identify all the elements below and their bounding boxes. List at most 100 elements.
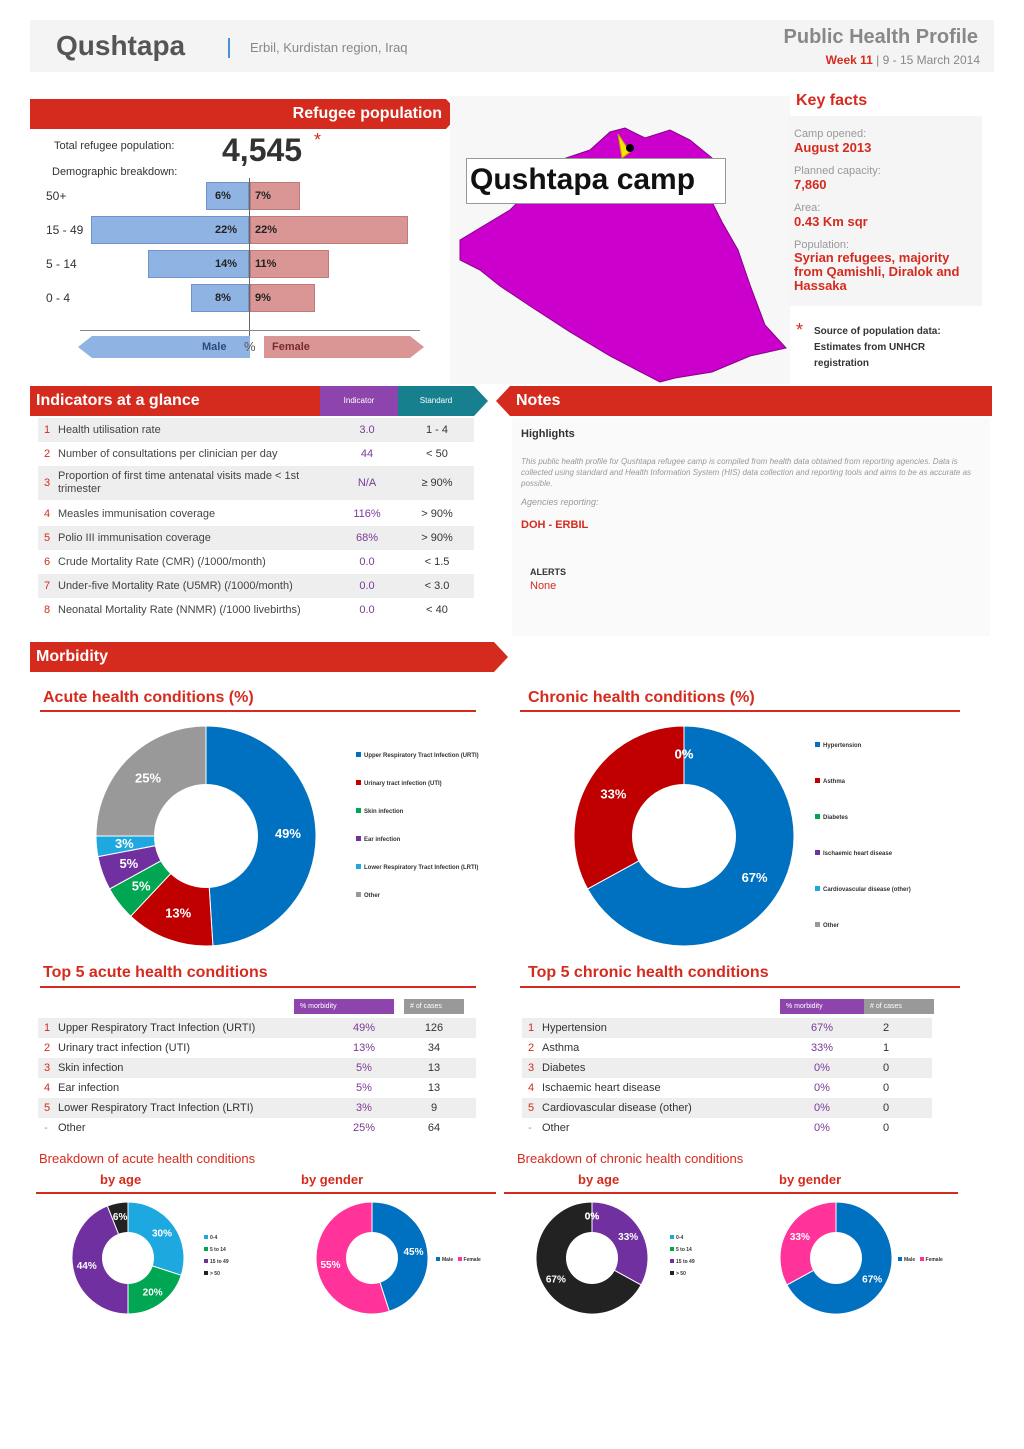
indicator-row: 2 Number of consultations per clinician … [44, 448, 448, 460]
camp-title: Qushtapa [56, 30, 186, 61]
notes-arrow-left [496, 386, 510, 416]
acute-col-cases: # of cases [404, 999, 464, 1014]
indicator-row: 7 Under-five Mortality Rate (U5MR) (/100… [38, 574, 474, 598]
pct-label: % [244, 339, 256, 354]
chronic-breakdown-line [504, 1192, 958, 1194]
legend-item: Cardiovascular disease (other) [815, 886, 945, 893]
acute-age-legend: 0-4 5 to 14 15 to 49 > 50 [204, 1232, 229, 1280]
indicator-row: 4 Measles immunisation coverage 116% > 9… [44, 508, 453, 520]
source-text: Source of population data: Estimates fro… [814, 326, 941, 369]
breakdown-acute-title: Breakdown of acute health conditions [39, 1151, 256, 1166]
notes-banner: Notes [510, 386, 992, 416]
week-line: Week 11 | 9 - 15 March 2014 [700, 53, 980, 67]
total-asterisk: * [314, 130, 322, 150]
map-label-box [466, 158, 726, 204]
notes-panel [512, 418, 990, 636]
chronic-donut-chart: 67%33%0%0% [573, 725, 795, 947]
camp-marker [626, 144, 634, 152]
population-banner: Refugee population [30, 99, 446, 129]
chronic-by-age-label: by age [578, 1172, 620, 1187]
key-facts-panel [788, 116, 982, 306]
table-row: - Other 0% 0 [528, 1122, 890, 1134]
map-label: Qushtapa camp [470, 163, 696, 196]
legend-item: Skin infection [356, 808, 482, 815]
profile-title: Public Health Profile [783, 26, 978, 48]
table-row: 3 Skin infection 5% 13 [38, 1058, 476, 1078]
acute-title: Acute health conditions (%) [43, 689, 254, 706]
chronic-gender-legend: Male Female [898, 1254, 943, 1266]
male-bar [148, 250, 249, 278]
acute-by-age-label: by age [100, 1172, 142, 1187]
legend-item: Other [356, 892, 482, 899]
donut-hole [102, 1232, 154, 1284]
male-bar-label: 14% [215, 258, 238, 270]
age-group-label: 5 - 14 [46, 257, 77, 271]
donut-slice-label: 20% [143, 1287, 163, 1298]
female-bar-label: 22% [255, 224, 278, 236]
chronic-by-gender-label: by gender [779, 1172, 842, 1187]
donut-slice-label: 0% [585, 1211, 600, 1222]
donut-slice-label: 67% [742, 870, 768, 885]
indicator-row: 8 Neonatal Mortality Rate (NNMR) (/1000 … [44, 604, 448, 616]
pyramid: 50+ 6% 7% 15 - 49 22% 22% 5 - 14 14% 11% 0 - 4 8% 9… [30, 176, 450, 366]
table-row: 4 Ischaemic heart disease 0% 0 [528, 1082, 890, 1094]
breakdown-chronic-title: Breakdown of chronic health conditions [517, 1151, 744, 1166]
donut-hole [154, 784, 258, 888]
table-row: 2 Urinary tract infection (UTI) 13% 34 [44, 1042, 441, 1054]
donut-hole [566, 1232, 618, 1284]
donut-hole [810, 1232, 862, 1284]
week-dates: | 9 - 15 March 2014 [876, 53, 980, 67]
agency-name: DOH - ERBIL [521, 519, 589, 531]
legend-item: Ear infection [356, 836, 482, 843]
legend-item: Ischaemic heart disease [815, 850, 945, 857]
legend-item: Asthma [815, 778, 945, 785]
table-row: 1 Upper Respiratory Tract Infection (URTI… [38, 1018, 476, 1038]
indicator-row: 6 Crude Mortality Rate (CMR) (/1000/mont… [44, 556, 450, 568]
indicator-row: 5 Polio III immunisation coverage 68% > … [38, 526, 474, 550]
acute-legend: Upper Respiratory Tract Infection (URTI)… [356, 752, 482, 920]
iraq-map [459, 127, 787, 383]
female-label: Female [272, 341, 310, 353]
key-facts-title: Key facts [796, 92, 868, 109]
acute-age-donut: 30% 20% 44% 6% [71, 1201, 185, 1315]
location-text: Erbil, Kurdistan region, Iraq [250, 40, 408, 55]
donut-slice-label: 0% [675, 746, 694, 761]
fact-camp-opened: Camp opened: August 2013 [794, 128, 872, 155]
donut-slice-label: 33% [600, 787, 626, 802]
donut-slice-label: 30% [152, 1229, 172, 1240]
donut-slice-label: 49% [275, 826, 301, 841]
col-indicator-header: Indicator [320, 386, 398, 416]
donut-slice [205, 725, 317, 947]
acute-donut-chart: 49% 13% 5% 5% 3% 25% [95, 725, 317, 947]
age-group-label: 50+ [46, 189, 67, 203]
donut-slice [371, 1201, 429, 1312]
indicator-row: 3 Proportion of first time antenatal vis… [38, 466, 474, 500]
morbidity-banner: Morbidity [30, 642, 494, 672]
title-divider [228, 38, 230, 58]
legend-item: Upper Respiratory Tract Infection (URTI) [356, 752, 482, 759]
donut-slice [71, 1205, 129, 1315]
male-bar [191, 284, 249, 312]
donut-slice-label: 45% [403, 1247, 423, 1258]
donut-slice-label: 5% [119, 856, 138, 871]
notes-banner-label: Notes [516, 392, 561, 409]
notes-highlights: Highlights [521, 428, 575, 440]
female-bar-label: 11% [255, 258, 277, 270]
chronic-age-legend: 0-4 5 to 14 15 to 49 > 50 [670, 1232, 695, 1280]
col-standard-arrow [474, 386, 488, 416]
donut-slice-label: 67% [546, 1275, 566, 1286]
legend-item: Other [815, 922, 945, 929]
female-bar-label: 7% [255, 190, 271, 202]
legend-item: Hypertension [815, 742, 945, 749]
age-group-label: 15 - 49 [46, 223, 84, 237]
indicators-banner-label: Indicators at a glance [36, 392, 200, 409]
agencies-label: Agencies reporting: [521, 497, 599, 507]
male-bar-label: 8% [215, 292, 231, 304]
donut-slice-label: 33% [618, 1232, 638, 1243]
top-chronic-title: Top 5 chronic health conditions [528, 964, 769, 981]
donut-slice-label: 0% [675, 746, 694, 761]
donut-slice-label: 5% [132, 879, 151, 894]
source-star: * [796, 320, 804, 340]
fact-capacity: Planned capacity: 7,860 [794, 165, 881, 192]
donut-hole [346, 1232, 398, 1284]
